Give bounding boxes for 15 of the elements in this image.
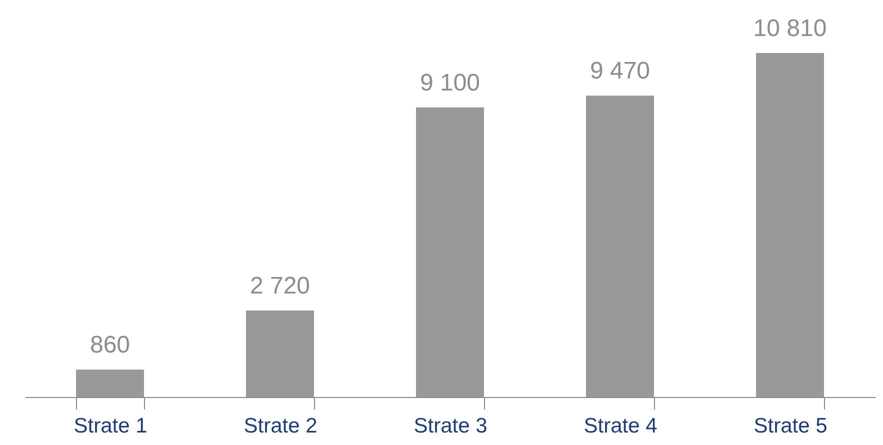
data-label: 9 100 — [420, 69, 480, 96]
x-tick-label: Strate 5 — [754, 414, 828, 438]
data-label: 860 — [90, 332, 130, 359]
bar — [586, 96, 654, 397]
x-tick-label: Strate 2 — [244, 414, 318, 438]
bar — [416, 107, 484, 397]
bar — [756, 53, 824, 397]
bar — [246, 310, 314, 397]
bar — [76, 370, 144, 397]
x-tick-label: Strate 4 — [584, 414, 658, 438]
data-label: 2 720 — [250, 272, 310, 300]
data-label: 10 810 — [753, 15, 827, 42]
x-tick-label: Strate 3 — [414, 414, 488, 438]
x-tick-label: Strate 1 — [74, 414, 148, 438]
data-label: 9 470 — [590, 58, 650, 85]
